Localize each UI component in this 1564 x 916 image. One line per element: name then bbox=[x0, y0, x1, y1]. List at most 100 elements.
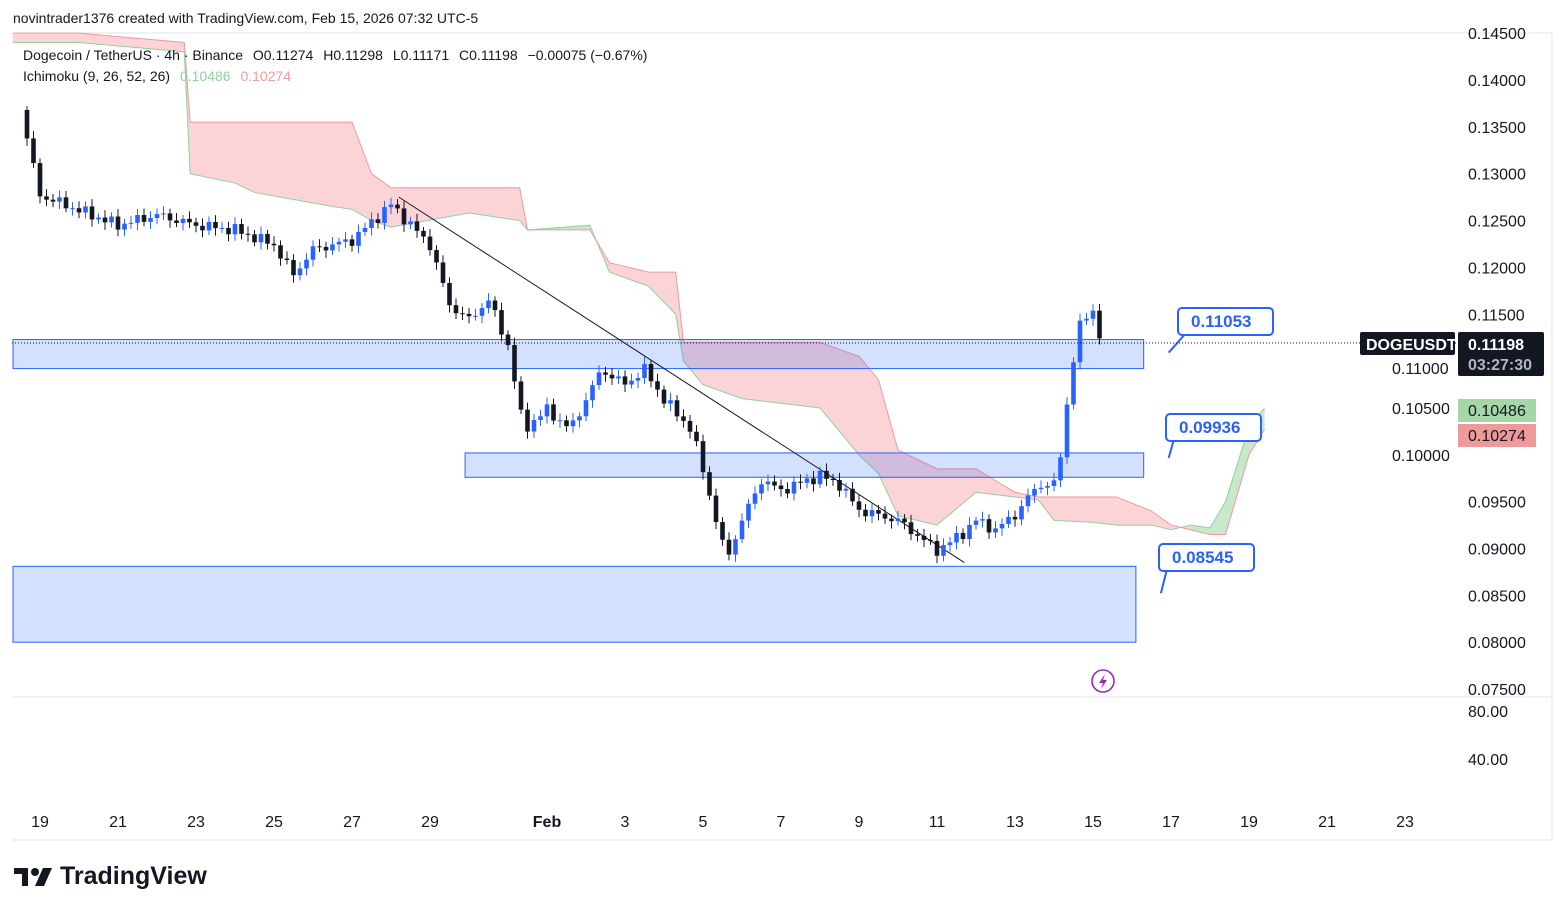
oscillator-tick: 80.00 bbox=[1468, 704, 1508, 721]
candle-body bbox=[577, 416, 582, 421]
candle-body bbox=[128, 222, 134, 224]
candle-body bbox=[213, 221, 218, 229]
candle-body bbox=[323, 246, 329, 251]
candle-body bbox=[720, 522, 725, 540]
oscillator-axis: 80.00 40.00 bbox=[1468, 704, 1508, 769]
cloud-segment bbox=[371, 173, 391, 228]
time-tick-label: 17 bbox=[1162, 814, 1180, 831]
candle-body bbox=[1012, 516, 1018, 520]
candle-body bbox=[317, 246, 322, 248]
time-tick-label: 19 bbox=[1240, 814, 1258, 831]
candle-body bbox=[518, 381, 524, 410]
span-b-tag: 0.10274 bbox=[1458, 424, 1536, 447]
candle-body bbox=[557, 420, 563, 422]
candle-body bbox=[694, 431, 699, 442]
candle-body bbox=[934, 540, 940, 556]
span-b-label: 0.10274 bbox=[1468, 428, 1526, 445]
price-zone bbox=[12, 565, 1137, 643]
candle-body bbox=[954, 532, 959, 543]
price-tick-label: 0.14500 bbox=[1468, 26, 1526, 43]
candle-body bbox=[830, 478, 836, 481]
cloud-segment bbox=[742, 342, 781, 404]
candle-body bbox=[551, 404, 556, 421]
tradingview-logo[interactable]: TradingView bbox=[14, 862, 207, 891]
candle-body bbox=[525, 409, 530, 432]
indicator-title[interactable]: Ichimoku (9, 26, 52, 26) bbox=[23, 68, 171, 84]
candle-body bbox=[1051, 480, 1057, 486]
candle-body bbox=[1019, 506, 1024, 520]
tradingview-logo-icon bbox=[14, 867, 52, 886]
candle-body bbox=[837, 480, 842, 491]
price-tick-label: 0.10000 bbox=[1392, 448, 1450, 465]
candle-body bbox=[980, 519, 985, 521]
callout-box bbox=[1165, 413, 1262, 442]
trendline bbox=[398, 196, 965, 563]
support-resistance-zones: 0.11053 0.09936 0.08545 bbox=[12, 307, 1274, 643]
candle-body bbox=[570, 420, 576, 427]
callout-label: 0.09936 bbox=[1179, 418, 1240, 437]
candle-body bbox=[908, 522, 914, 535]
time-tick-label: 21 bbox=[1318, 814, 1336, 831]
candle-body bbox=[141, 214, 147, 222]
candle-body bbox=[804, 478, 810, 483]
candle-body bbox=[1090, 310, 1096, 319]
cloud-segment bbox=[1225, 426, 1249, 535]
symbol-title[interactable]: Dogecoin / TetherUS · 4h · Binance bbox=[23, 47, 243, 63]
candle-body bbox=[895, 518, 901, 522]
cloud-segment bbox=[332, 122, 352, 210]
cloud-segment bbox=[820, 342, 859, 455]
candle-body bbox=[226, 227, 231, 235]
candle-body bbox=[434, 250, 439, 263]
candle-body bbox=[713, 495, 719, 523]
cloud-segment bbox=[703, 342, 742, 399]
candle-body bbox=[707, 472, 712, 496]
candle-body bbox=[1084, 318, 1089, 321]
candle-body bbox=[473, 315, 478, 317]
candle-body bbox=[479, 308, 485, 316]
candle-body bbox=[239, 224, 244, 234]
candle-body bbox=[512, 345, 517, 382]
candle-body bbox=[609, 374, 615, 379]
chart-frame bbox=[12, 32, 1553, 841]
candle-body bbox=[661, 389, 667, 404]
candle-body bbox=[180, 218, 186, 224]
cloud-segment bbox=[1093, 496, 1117, 526]
time-tick-label: 15 bbox=[1084, 814, 1102, 831]
candle-body bbox=[356, 231, 361, 246]
oscillator-tick: 40.00 bbox=[1468, 752, 1508, 769]
alert-lightning-icon[interactable] bbox=[1091, 669, 1115, 693]
price-tick-label: 0.09500 bbox=[1468, 495, 1526, 512]
candle-body bbox=[882, 513, 888, 519]
candle-body bbox=[772, 481, 777, 486]
candles bbox=[24, 106, 1102, 564]
cloud-segment bbox=[12, 33, 80, 43]
price-tick-label: 0.11500 bbox=[1468, 307, 1525, 324]
candle-body bbox=[232, 224, 238, 235]
callout-label: 0.11053 bbox=[1191, 312, 1252, 331]
candle-body bbox=[505, 334, 511, 346]
candle-body bbox=[811, 478, 816, 485]
candle-body bbox=[206, 221, 212, 231]
brand-name: TradingView bbox=[60, 862, 207, 890]
candle-body bbox=[973, 520, 979, 525]
candle-body bbox=[330, 244, 335, 251]
price-tick-label: 0.09000 bbox=[1468, 542, 1526, 559]
candle-body bbox=[869, 510, 875, 517]
price-tick-label: 0.14000 bbox=[1468, 73, 1526, 90]
candle-body bbox=[538, 416, 543, 420]
cloud-segment bbox=[609, 262, 649, 287]
candle-body bbox=[674, 400, 680, 417]
candle-body bbox=[642, 363, 647, 379]
candle-body bbox=[245, 233, 251, 235]
candle-body bbox=[1097, 310, 1102, 339]
candle-body bbox=[395, 204, 400, 209]
price-zone bbox=[12, 339, 1145, 370]
candle-body bbox=[856, 501, 862, 510]
candle-body bbox=[902, 518, 907, 523]
price-tick-label: 0.11000 bbox=[1392, 361, 1449, 378]
candle-body bbox=[1038, 487, 1044, 490]
candle-body bbox=[921, 535, 927, 540]
candle-body bbox=[63, 197, 69, 209]
time-tick-label: 29 bbox=[421, 814, 439, 831]
